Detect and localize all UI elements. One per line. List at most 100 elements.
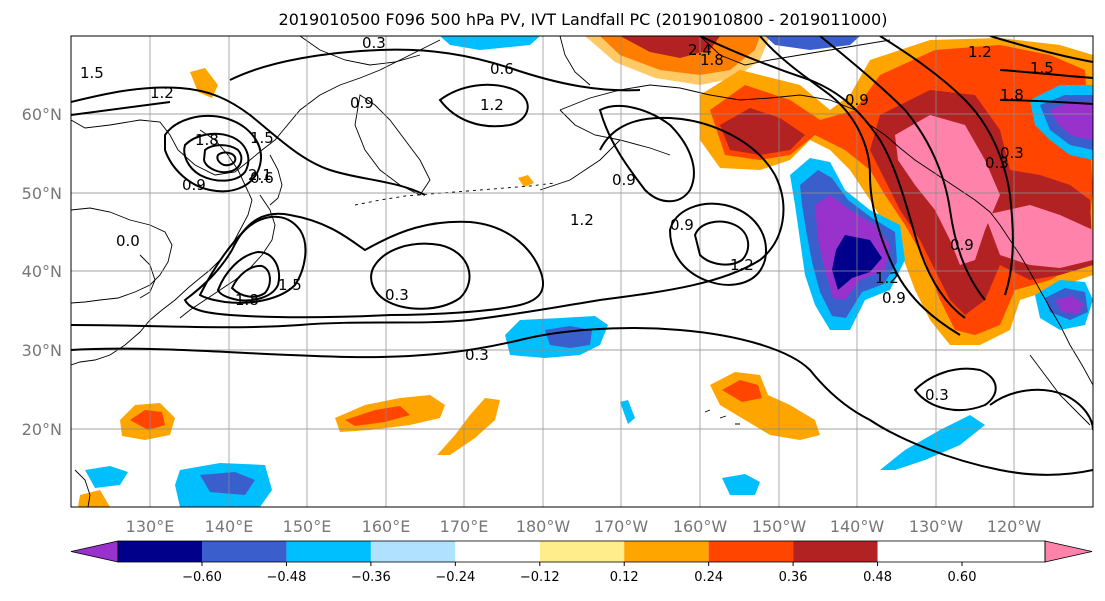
lat-tick-label: 60°N bbox=[22, 105, 62, 124]
colorbar-segment bbox=[624, 541, 709, 562]
contour-label: 1.5 bbox=[278, 276, 302, 294]
contour-label: 0.9 bbox=[845, 91, 869, 109]
lon-tick-label: 140°W bbox=[830, 517, 885, 536]
contour-label: 1.2 bbox=[570, 211, 594, 229]
colorbar-tick-label: −0.48 bbox=[267, 570, 307, 585]
lon-tick-label: 160°W bbox=[673, 517, 728, 536]
shade-cyan-subtropic-4 bbox=[85, 466, 128, 488]
colorbar-tick-label: −0.36 bbox=[351, 570, 391, 585]
colorbar-segment bbox=[793, 541, 878, 562]
contour-label: 1.8 bbox=[1000, 86, 1024, 104]
shade-blue-subtropic-3 bbox=[200, 472, 255, 495]
latitude-labels: 60°N 50°N 40°N 30°N 20°N bbox=[22, 105, 62, 439]
lat-tick-label: 20°N bbox=[22, 420, 62, 439]
contour-label: 1.2 bbox=[480, 96, 504, 114]
lon-tick-label: 120°W bbox=[987, 517, 1042, 536]
contour-label: 1.8 bbox=[700, 51, 724, 69]
colorbar-tick-label: 0.12 bbox=[610, 570, 639, 585]
contour-label: 0.9 bbox=[350, 94, 374, 112]
colorbar-tick-label: 0.60 bbox=[948, 570, 977, 585]
contour-label: 0.3 bbox=[985, 154, 1009, 172]
contour-label: 1.5 bbox=[80, 64, 104, 82]
shade-dark-red-1 bbox=[720, 108, 805, 155]
contour-label: 1.8 bbox=[195, 131, 219, 149]
contour-label: 1.2 bbox=[875, 269, 899, 287]
contour-label: 0.9 bbox=[950, 236, 974, 254]
longitude-labels: 130°E 140°E 150°E 160°E 170°E 180°W 170°… bbox=[126, 517, 1042, 536]
graticule bbox=[71, 36, 1093, 507]
lon-tick-label: 170°W bbox=[594, 517, 649, 536]
shade-orange-sea-of-okhotsk bbox=[190, 68, 218, 98]
lon-tick-label: 130°W bbox=[909, 517, 964, 536]
shade-orange-small-2 bbox=[78, 490, 110, 507]
shade-purple-ne bbox=[1050, 102, 1093, 140]
colorbar-segment bbox=[118, 541, 202, 562]
contour-label: 0.9 bbox=[182, 176, 206, 194]
lat-tick-label: 40°N bbox=[22, 262, 62, 281]
colorbar-tick-label: −0.12 bbox=[520, 570, 560, 585]
contour-label: 0.9 bbox=[612, 171, 636, 189]
contour-label: 1.2 bbox=[150, 84, 174, 102]
contour-label: 0.9 bbox=[670, 216, 694, 234]
map-frame bbox=[70, 35, 1094, 508]
contour-label: 2.4 bbox=[688, 41, 712, 59]
shade-cyan-subtropic-5 bbox=[620, 400, 635, 424]
colorbar-frame bbox=[117, 540, 1046, 563]
map-panel: 1.5 1.2 1.8 1.5 2.1 0.9 0.9 0.6 1.2 0.3 … bbox=[71, 34, 1093, 507]
lat-tick-label: 30°N bbox=[22, 341, 62, 360]
shade-dark-red-top bbox=[620, 36, 720, 58]
pv-contours bbox=[71, 36, 1093, 476]
shade-red-subtropic-1 bbox=[345, 406, 410, 426]
contour-label: 0.3 bbox=[465, 346, 489, 364]
contour-label: 0.3 bbox=[1000, 144, 1024, 162]
lon-tick-label: 180°W bbox=[516, 517, 571, 536]
lon-tick-label: 160°E bbox=[362, 517, 411, 536]
shade-blue-top-2 bbox=[765, 36, 860, 50]
colorbar-tick-label: 0.48 bbox=[863, 570, 892, 585]
colorbar-tick-label: −0.24 bbox=[435, 570, 475, 585]
shade-cyan-subtropic-6 bbox=[722, 474, 760, 495]
colorbar-segment bbox=[286, 541, 371, 562]
lon-tick-label: 150°W bbox=[752, 517, 807, 536]
contour-label: 1.2 bbox=[968, 43, 992, 61]
contour-label: 0.9 bbox=[882, 289, 906, 307]
contour-label: 0.3 bbox=[925, 386, 949, 404]
shade-red-subtropic-4 bbox=[722, 380, 762, 402]
colorbar-segment bbox=[370, 541, 456, 562]
colorbar-arrow-left bbox=[70, 540, 119, 563]
shade-red-subtropic-3 bbox=[130, 410, 165, 430]
colorbar-tick-label: 0.36 bbox=[779, 570, 808, 585]
shade-orange-small-1 bbox=[518, 175, 534, 187]
contour-label: 0.6 bbox=[250, 169, 274, 187]
colorbar-segment bbox=[455, 541, 540, 562]
colorbar-arrow-right bbox=[1044, 540, 1093, 563]
contour-label: 0.6 bbox=[490, 60, 514, 78]
shade-cyan-top-1 bbox=[440, 36, 540, 50]
colorbar-segment bbox=[539, 541, 625, 562]
contour-label: 0.3 bbox=[362, 34, 386, 52]
lon-tick-label: 150°E bbox=[283, 517, 332, 536]
shade-purple-california bbox=[1055, 296, 1084, 314]
contour-label: 1.2 bbox=[730, 256, 754, 274]
contour-label: 1.5 bbox=[1030, 59, 1054, 77]
contour-label: 0.0 bbox=[116, 232, 140, 250]
colorbar: −0.60 −0.48 −0.36 −0.24 −0.12 0.12 0.24 0.36 0.4… bbox=[70, 540, 1093, 585]
shade-orange-top bbox=[585, 36, 770, 85]
lon-tick-label: 130°E bbox=[126, 517, 175, 536]
colorbar-tick-label: 0.24 bbox=[694, 570, 723, 585]
colorbar-segment bbox=[708, 541, 794, 562]
contour-labels: 1.5 1.2 1.8 1.5 2.1 0.9 0.9 0.6 1.2 0.3 … bbox=[80, 34, 1054, 404]
contour-label: 1.8 bbox=[235, 291, 259, 309]
shade-pink-1 bbox=[895, 115, 1000, 265]
contour-label: 0.3 bbox=[385, 286, 409, 304]
contour-label: 1.5 bbox=[250, 129, 274, 147]
shade-blue-subtropic-1 bbox=[545, 326, 592, 348]
colorbar-tick-label: −0.60 bbox=[182, 570, 222, 585]
map-title: 2019010500 F096 500 hPa PV, IVT Landfall… bbox=[279, 10, 888, 29]
lat-tick-label: 50°N bbox=[22, 184, 62, 203]
colorbar-segment bbox=[202, 541, 287, 562]
lon-tick-label: 170°E bbox=[440, 517, 489, 536]
contour-label: 2.1 bbox=[248, 166, 272, 184]
shade-orange-subtropic-2 bbox=[437, 398, 500, 455]
